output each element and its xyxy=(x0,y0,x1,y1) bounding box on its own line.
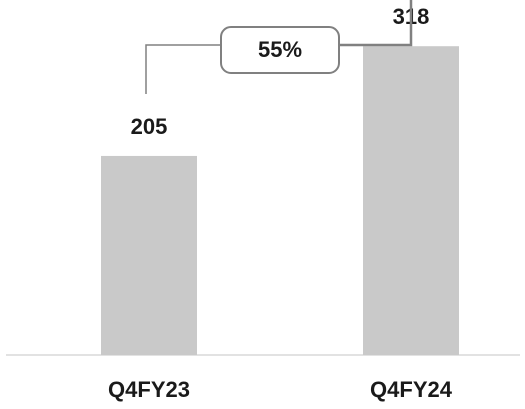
category-label-q4fy23: Q4FY23 xyxy=(108,377,190,402)
bar-q4fy24 xyxy=(363,46,459,355)
growth-connector-right xyxy=(339,0,413,47)
growth-percent-label: 55% xyxy=(258,37,302,62)
growth-connector-left xyxy=(145,44,221,94)
data-label-q4fy23: 205 xyxy=(131,114,168,139)
category-label-q4fy24: Q4FY24 xyxy=(370,377,453,402)
bar-q4fy23 xyxy=(101,155,197,355)
growth-callout-box xyxy=(220,26,340,74)
